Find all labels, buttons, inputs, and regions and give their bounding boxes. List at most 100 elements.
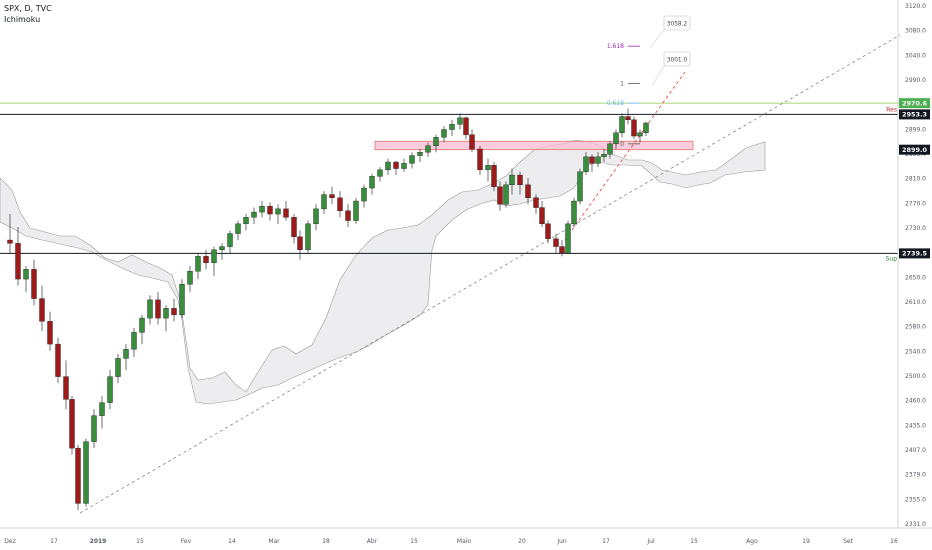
price-tag: 2899.0 <box>899 144 930 155</box>
y-axis[interactable]: 3120.03080.03040.02990.02940.02899.02853… <box>905 3 926 528</box>
candle <box>291 214 297 244</box>
candle <box>589 154 595 172</box>
x-tick-label: 19 <box>802 538 810 545</box>
candle <box>47 311 53 351</box>
candle <box>565 220 571 255</box>
candle <box>75 444 81 510</box>
price-tag-text: 2899.0 <box>902 146 928 154</box>
candle <box>63 360 69 410</box>
candle <box>267 202 273 221</box>
y-tick-label: 2355.0 <box>905 496 926 503</box>
x-tick-label: Dez <box>4 538 15 545</box>
candle <box>595 152 601 168</box>
x-tick-label: 15 <box>690 538 698 545</box>
candle <box>607 141 613 159</box>
fib-level: 0 <box>620 141 640 148</box>
candle <box>553 233 559 254</box>
candle <box>491 162 497 192</box>
candle <box>477 145 483 176</box>
y-tick-label: 2379.0 <box>905 472 926 479</box>
candle <box>31 259 37 306</box>
candle <box>625 108 631 125</box>
candle <box>457 113 463 130</box>
short-trendline[interactable] <box>564 71 686 241</box>
candle <box>619 113 625 138</box>
y-tick-label: 3080.0 <box>905 28 926 35</box>
candle <box>345 204 351 228</box>
candle <box>533 194 539 215</box>
y-tick-label: 2580.0 <box>905 324 926 331</box>
candle <box>55 337 61 384</box>
candle <box>613 129 619 150</box>
x-tick-label: Ago <box>746 538 758 545</box>
x-tick-label: 2019 <box>90 538 107 545</box>
candle <box>409 152 415 169</box>
symbol-title: SPX, D, TVC <box>4 4 52 13</box>
res-label: Res <box>886 106 897 113</box>
candle <box>275 204 281 224</box>
candle <box>297 230 303 260</box>
y-tick-label: 2435.0 <box>905 422 926 429</box>
candle <box>179 279 185 319</box>
x-tick-label: Mar <box>268 538 280 545</box>
price-tag-text: 2970.6 <box>902 99 928 107</box>
candle <box>107 370 113 410</box>
candle <box>559 240 565 257</box>
candle <box>497 181 503 211</box>
x-axis[interactable]: Dez 17 2019 15 Fev 14 Mar 18 Abr 15 Maio 20 Jun 17 Jul… <box>4 538 898 545</box>
candle <box>83 438 89 507</box>
callout-30010: 3001.0 <box>651 51 691 87</box>
y-tick-label: 2331.0 <box>905 521 926 528</box>
x-tick-label: 16 <box>890 538 898 545</box>
price-tag: 2953.3 <box>899 109 930 120</box>
indicator-label: Ichimoku <box>4 15 41 24</box>
candle <box>251 207 257 224</box>
candle <box>91 409 97 449</box>
candle <box>631 116 637 140</box>
x-tick-label: 18 <box>322 538 330 545</box>
candle <box>243 214 249 231</box>
fib-label: 1 <box>620 80 624 87</box>
y-tick-label: 2540.0 <box>905 348 926 355</box>
candle <box>39 285 45 332</box>
fib-level: 0.618 <box>607 100 640 107</box>
candle <box>637 129 643 143</box>
y-tick-label: 2810.0 <box>905 176 926 183</box>
candle <box>23 266 29 293</box>
candle <box>377 167 383 182</box>
candle <box>147 295 153 325</box>
candle <box>571 197 577 228</box>
candle <box>131 327 137 358</box>
candle <box>577 168 583 205</box>
y-tick-label: 2990.0 <box>905 77 926 84</box>
candle <box>163 305 169 332</box>
candle <box>115 353 121 384</box>
candle <box>123 344 129 371</box>
candle <box>195 253 201 280</box>
y-tick-label: 2899.0 <box>905 126 926 133</box>
candle <box>219 243 225 260</box>
fib-label: 0.618 <box>607 100 624 107</box>
y-tick-label: 2407.0 <box>905 447 926 454</box>
price-tag-text: 2739.5 <box>902 250 928 258</box>
candle <box>449 119 455 137</box>
candle <box>305 220 311 254</box>
callout-30010-text: 3001.0 <box>667 58 688 64</box>
candle <box>469 129 475 153</box>
candle <box>441 126 447 143</box>
fib-level: 1 <box>620 80 640 87</box>
candle <box>539 201 545 228</box>
candle <box>353 197 359 224</box>
x-tick-label: 17 <box>602 538 610 545</box>
x-tick-label: 14 <box>228 538 236 545</box>
candle <box>417 149 423 163</box>
candle <box>433 134 439 153</box>
x-tick-label: Fev <box>181 538 192 545</box>
y-tick-label: 2460.0 <box>905 398 926 405</box>
long-trendline[interactable] <box>79 34 901 514</box>
y-tick-label: 2500.0 <box>905 373 926 380</box>
resistance-zone[interactable] <box>374 140 694 151</box>
fib-extension: 1.618 1 0.618 0 <box>607 43 640 148</box>
price-tag-text: 2953.3 <box>902 111 927 119</box>
